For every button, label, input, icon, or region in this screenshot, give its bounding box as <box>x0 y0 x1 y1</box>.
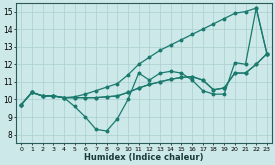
X-axis label: Humidex (Indice chaleur): Humidex (Indice chaleur) <box>84 153 204 162</box>
